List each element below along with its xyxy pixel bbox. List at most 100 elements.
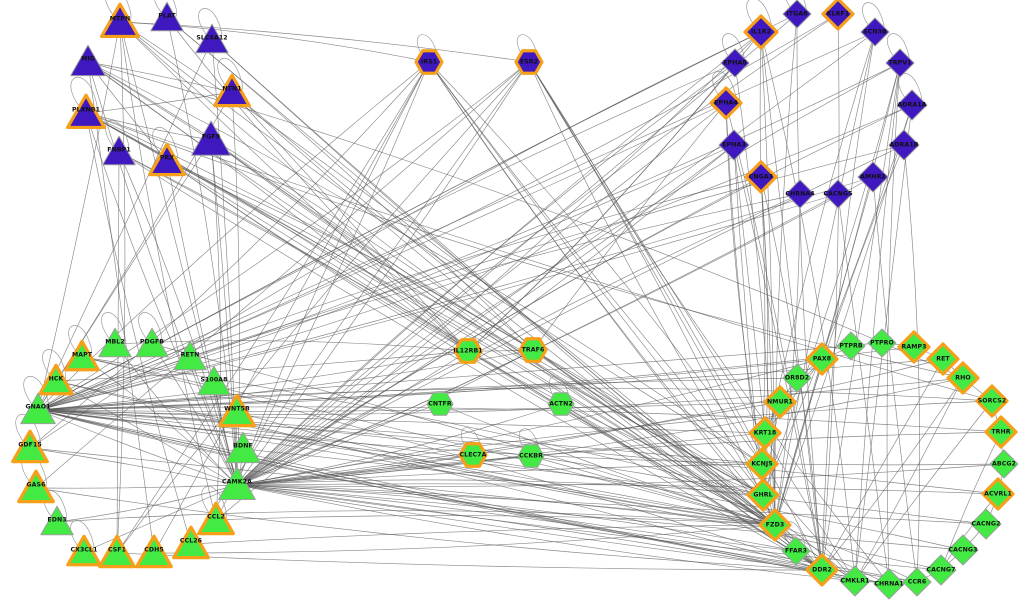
- network-node-adra1a[interactable]: [896, 89, 928, 121]
- node-layer: [11, 0, 1019, 600]
- network-node-wnt5b[interactable]: [218, 393, 256, 428]
- network-node-ret[interactable]: [926, 342, 960, 376]
- network-node-chrna4[interactable]: [785, 179, 815, 209]
- network-node-trpv1[interactable]: [885, 48, 915, 78]
- network-edge: [854, 377, 964, 582]
- network-node-cntfr[interactable]: [426, 392, 454, 416]
- network-node-mig[interactable]: [70, 44, 106, 77]
- network-node-mbl2[interactable]: [98, 327, 132, 358]
- network-node-hck[interactable]: [38, 363, 74, 396]
- network-edge: [215, 515, 776, 526]
- network-node-cmklr1[interactable]: [839, 565, 871, 597]
- network-node-rho[interactable]: [946, 361, 980, 395]
- network-node-fzd3[interactable]: [758, 508, 792, 542]
- network-node-clec7a[interactable]: [458, 442, 488, 468]
- network-edge: [81, 356, 823, 571]
- network-edge: [236, 432, 766, 486]
- network-node-prx[interactable]: [148, 142, 186, 177]
- network-node-ptprb[interactable]: [836, 331, 866, 361]
- network-node-il12rb1[interactable]: [453, 338, 483, 364]
- network-edge: [37, 409, 763, 465]
- network-edge: [87, 61, 469, 352]
- network-node-ccl26[interactable]: [172, 525, 210, 560]
- network-edge: [210, 139, 238, 486]
- network-node-gnao1[interactable]: [20, 392, 56, 425]
- network-node-cacng2[interactable]: [970, 508, 1002, 540]
- network-node-esr2[interactable]: [514, 49, 544, 75]
- network-node-plxn[interactable]: [66, 93, 106, 130]
- network-node-ghrl[interactable]: [746, 478, 780, 512]
- network-node-ddr2[interactable]: [805, 553, 839, 587]
- network-node-epha8[interactable]: [720, 48, 750, 78]
- network-node-acvrl1[interactable]: [981, 477, 1015, 511]
- network-node-retn[interactable]: [173, 340, 207, 371]
- network-edge: [166, 17, 469, 352]
- network-node-irs1[interactable]: [414, 49, 444, 75]
- network-edge: [725, 102, 823, 571]
- network-node-cacng7[interactable]: [925, 554, 957, 586]
- network-node-klrf1[interactable]: [821, 0, 855, 31]
- network-edge: [236, 484, 797, 552]
- network-edge: [37, 193, 839, 411]
- network-node-krt18[interactable]: [748, 416, 782, 450]
- network-node-camk2a[interactable]: [218, 466, 256, 500]
- network-node-cdh5[interactable]: [135, 534, 173, 569]
- network-node-plat[interactable]: [150, 1, 184, 32]
- network-edge: [37, 62, 901, 411]
- network-node-or8d2[interactable]: [782, 363, 812, 393]
- network-node-traf6[interactable]: [518, 337, 548, 363]
- network-node-amhr2[interactable]: [857, 161, 889, 193]
- network-edge: [87, 61, 776, 526]
- network-edge: [37, 406, 1002, 433]
- network-node-fnbp[interactable]: [102, 135, 136, 166]
- network-node-bdnf[interactable]: [225, 431, 261, 464]
- network-node-pax8[interactable]: [805, 342, 839, 376]
- network-edge: [236, 61, 530, 486]
- network-node-cx3cl1[interactable]: [66, 534, 102, 567]
- network-node-gas6[interactable]: [17, 469, 55, 504]
- network-edge: [166, 160, 823, 571]
- network-node-ffar3[interactable]: [781, 536, 811, 566]
- network-edge: [119, 21, 534, 351]
- network-node-pdgfb[interactable]: [135, 327, 169, 358]
- network-node-itga8[interactable]: [782, 0, 812, 29]
- network-edge: [153, 524, 776, 554]
- network-node-epha4[interactable]: [709, 86, 743, 120]
- network-node-adra1b[interactable]: [888, 129, 920, 161]
- network-node-cacng5[interactable]: [823, 179, 853, 209]
- network-node-epha3[interactable]: [718, 129, 750, 161]
- network-node-il1r2[interactable]: [743, 14, 779, 50]
- network-edge: [236, 62, 736, 486]
- network-node-sorcs2[interactable]: [975, 384, 1009, 418]
- network-node-ntn[interactable]: [213, 73, 251, 108]
- network-node-cckbr[interactable]: [517, 444, 545, 468]
- network-node-scn3b[interactable]: [860, 17, 890, 47]
- network-node-ccr6[interactable]: [902, 567, 932, 597]
- network-edge: [236, 62, 901, 486]
- network-node-fgf[interactable]: [191, 120, 231, 156]
- network-node-trhr[interactable]: [984, 415, 1018, 449]
- network-edge: [837, 193, 890, 585]
- network-node-mtp[interactable]: [100, 2, 140, 39]
- network-node-ptpro[interactable]: [867, 328, 897, 358]
- network-node-nmur1[interactable]: [763, 385, 797, 419]
- network-node-ccl2[interactable]: [197, 501, 235, 536]
- network-edge: [29, 31, 762, 449]
- network-node-csf1[interactable]: [98, 534, 136, 569]
- network-node-slc6a12[interactable]: [195, 23, 229, 54]
- network-node-gdf15[interactable]: [11, 429, 49, 464]
- network-edge: [236, 484, 776, 526]
- network-node-cacng3[interactable]: [947, 534, 979, 566]
- network-node-cnga3[interactable]: [744, 160, 778, 194]
- network-node-s100a8[interactable]: [197, 365, 231, 396]
- network-edge: [774, 193, 801, 526]
- network-node-mapt[interactable]: [64, 339, 100, 372]
- network-node-edn3[interactable]: [40, 505, 74, 536]
- network-edge: [37, 409, 964, 551]
- network-node-chrna1[interactable]: [873, 568, 905, 600]
- network-node-abcg2[interactable]: [989, 449, 1019, 479]
- network-node-ramp3[interactable]: [897, 330, 931, 364]
- network-node-actn2[interactable]: [547, 392, 575, 416]
